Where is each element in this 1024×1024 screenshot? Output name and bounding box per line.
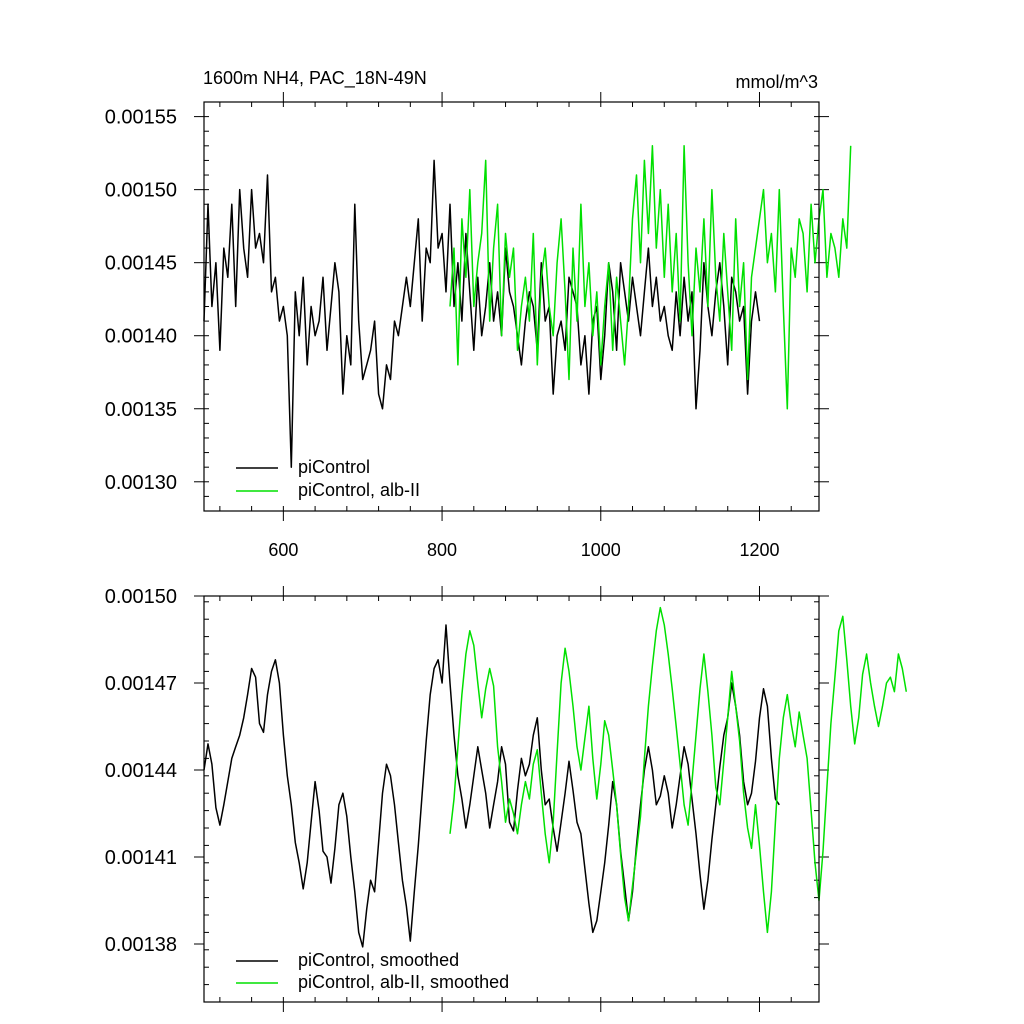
top-legend: piControl piControl, alb-II [236,457,420,500]
y-tick-label: 0.00135 [105,399,177,421]
bottom-axes-ticks: 0.00138 0.00141 0.00144 0.00147 0.00150 [105,586,829,1012]
y-tick-label: 0.00144 [105,760,177,782]
top-axes-ticks: 600 800 1000 1200 0.00130 0.00135 0.00140 0.001… [105,92,829,560]
bottom-plot-frame [203,595,820,1003]
series-line-alb-ii [449,145,852,410]
legend-label-picontrol: piControl [298,457,370,477]
bottom-panel: 0.00138 0.00141 0.00144 0.00147 0.00150 piCo… [105,586,908,1012]
bottom-series-layer [203,606,908,948]
top-plot-frame [203,101,820,512]
series-line-picontrol [203,159,761,468]
bottom-legend: piControl, smoothed piControl, alb-II, s… [236,950,509,992]
y-tick-label: 0.00155 [105,107,177,129]
x-tick-label: 800 [427,540,457,560]
y-tick-label: 0.00150 [105,586,177,608]
y-tick-label: 0.00140 [105,326,177,348]
x-tick-label: 1000 [581,540,621,560]
legend-label-picontrol-smoothed: piControl, smoothed [298,950,459,970]
y-tick-label: 0.00147 [105,673,177,695]
top-panel: 1600m NH4, PAC_18N-49N mmol/m^3 600 800 10… [105,68,852,560]
legend-label-albii: piControl, alb-II [298,480,420,500]
chart-title: 1600m NH4, PAC_18N-49N [203,68,427,89]
y-tick-label: 0.00145 [105,253,177,275]
legend-label-albii-smoothed: piControl, alb-II, smoothed [298,972,509,992]
x-tick-label: 1200 [739,540,779,560]
y-tick-label: 0.00130 [105,472,177,494]
series-line-alb-ii [449,606,908,934]
y-tick-label: 0.00138 [105,934,177,956]
y-tick-label: 0.00150 [105,180,177,202]
series-line-picontrol [203,624,780,948]
y-tick-label: 0.00141 [105,847,177,869]
top-series-layer [203,145,852,468]
x-tick-label: 600 [268,540,298,560]
units-label: mmol/m^3 [736,72,818,92]
